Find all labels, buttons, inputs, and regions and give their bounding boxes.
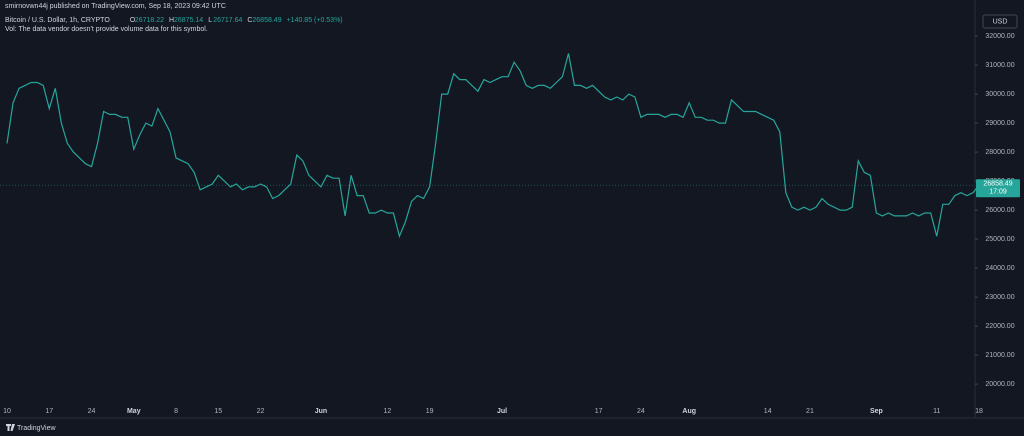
y-tick-label: 30000.00 [985, 91, 1014, 98]
y-tick-label: 23000.00 [985, 294, 1014, 301]
x-tick-label: Aug [682, 408, 696, 415]
logo [6, 424, 15, 431]
x-tick-label: May [127, 408, 141, 415]
x-tick-label: 24 [637, 408, 645, 415]
x-tick-label: Jun [315, 408, 327, 415]
last-price-tag [976, 179, 1020, 198]
currency-button[interactable] [982, 14, 1018, 29]
ohlc-value: 26858.49 [252, 17, 281, 24]
y-tick-label: 21000.00 [985, 352, 1014, 359]
currency[interactable]: USD [993, 18, 1008, 25]
brand: TradingView [17, 425, 56, 432]
x-tick-label: 12 [383, 408, 391, 415]
volume-note: Vol: The data vendor doesn't provide vol… [5, 26, 208, 33]
last-price-label: 26858.49 [983, 181, 1012, 188]
ohlc-key: O [130, 17, 136, 24]
y-tick-label: 32000.00 [985, 33, 1014, 40]
y-tick-label: 31000.00 [985, 62, 1014, 69]
x-tick-label: 8 [174, 408, 178, 415]
y-tick-label: 20000.00 [985, 381, 1014, 388]
x-tick-label: 17 [45, 408, 53, 415]
x-tick-label: 22 [257, 408, 265, 415]
x-tick-label: 17 [595, 408, 603, 415]
change: +140.85 (+0.53%) [287, 17, 343, 24]
x-tick-label: 15 [214, 408, 222, 415]
x-tick-label: Sep [870, 408, 883, 415]
footer: TradingView [6, 424, 56, 432]
y-tick-label: 29000.00 [985, 120, 1014, 127]
ohlc-key: H [169, 17, 174, 24]
x-tick-label: 24 [88, 408, 96, 415]
chart-title: Bitcoin / U.S. Dollar, 1h, CRYPTO [5, 17, 110, 24]
ohlc-key: L [208, 17, 212, 24]
x-tick-label: 21 [806, 408, 814, 415]
x-tick-label: Jul [497, 408, 507, 415]
x-tick-label: 11 [933, 408, 940, 415]
y-tick-label: 26000.00 [985, 207, 1014, 214]
y-tick-label: 28000.00 [985, 149, 1014, 156]
ohlc-value: 26718.22 [135, 17, 164, 24]
x-tick-label: 14 [764, 408, 772, 415]
ohlc-value: 26875.14 [174, 17, 203, 24]
x-tick-label: 19 [426, 408, 434, 415]
ohlc-value: 26717.64 [213, 17, 242, 24]
x-tick-label: 18 [975, 408, 983, 415]
countdown: 17:09 [989, 189, 1007, 196]
y-tick-label: 22000.00 [985, 323, 1014, 330]
ohlc-key: C [247, 17, 252, 24]
y-tick-label: 25000.00 [985, 236, 1014, 243]
y-tick-label: 24000.00 [985, 265, 1014, 272]
x-tick-label: 10 [3, 408, 11, 415]
price-line [6, 53, 980, 239]
header: smirnovwn44j published on TradingView.co… [5, 3, 226, 10]
